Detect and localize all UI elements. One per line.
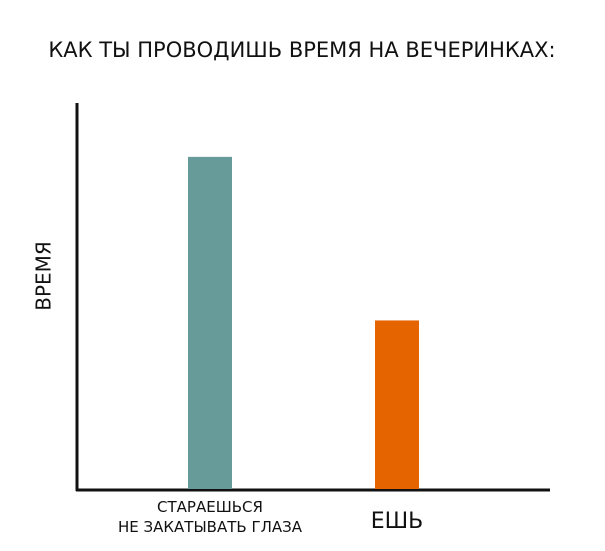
chart-title: КАК ТЫ ПРОВОДИШЬ ВРЕМЯ НА ВЕЧЕРИНКАХ: — [48, 38, 555, 62]
y-axis-label: ВРЕМЯ — [32, 241, 56, 311]
bar — [188, 156, 232, 489]
x-tick-label: СТАРАЕШЬСЯ НЕ ЗАКАТЫВАТЬ ГЛАЗА — [117, 498, 303, 536]
bar — [375, 320, 419, 489]
x-tick-label: ЕШЬ — [370, 509, 424, 534]
